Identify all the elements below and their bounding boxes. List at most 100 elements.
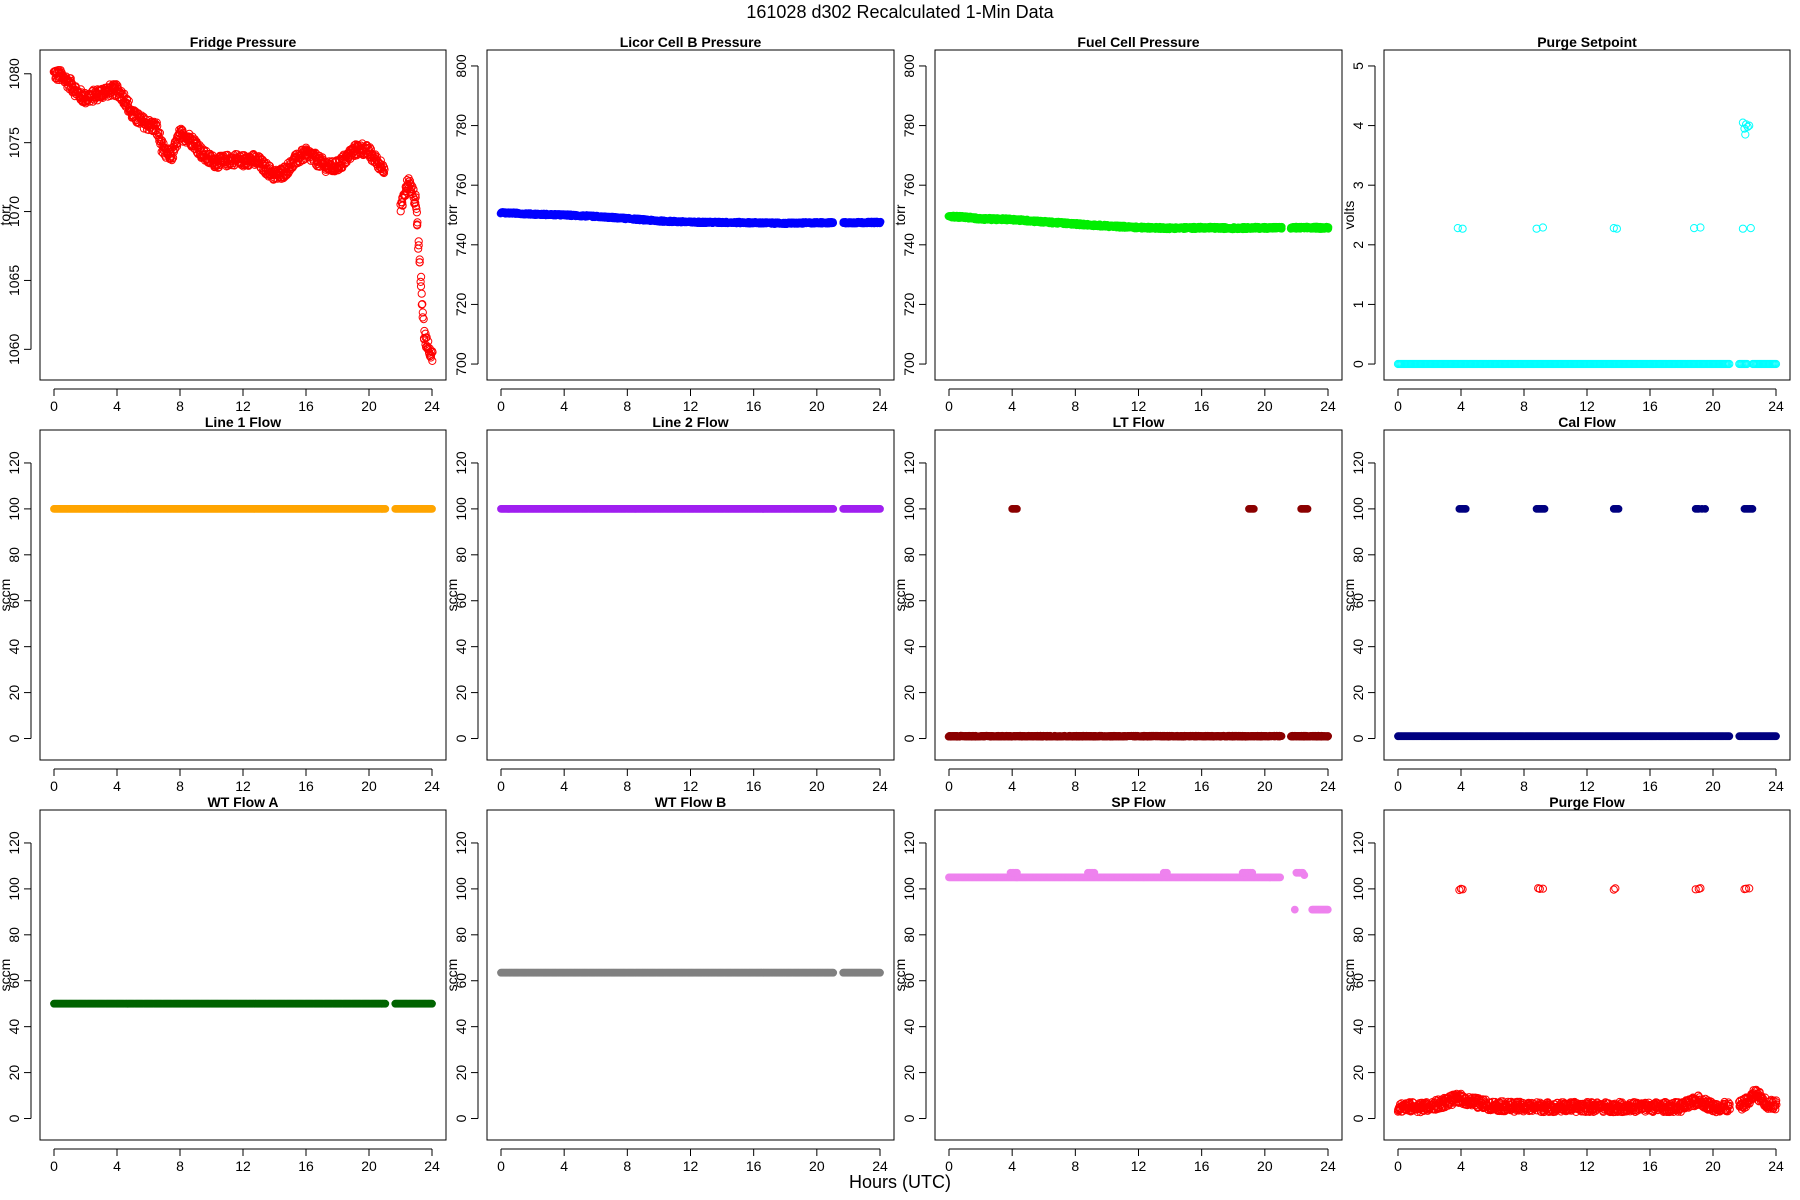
x-tick-label: 16 [1194, 778, 1210, 794]
data-point [414, 244, 423, 253]
y-tick-label: 1075 [6, 127, 22, 158]
data-point [122, 95, 132, 105]
x-axis: 0 4 8 12 16 20 24 [497, 388, 888, 414]
plot-frame [39, 429, 447, 761]
y-tick-label: 3 [1350, 181, 1366, 189]
x-tick-label: 0 [50, 398, 58, 414]
plot-frame [1383, 49, 1791, 381]
data-point [415, 255, 424, 264]
y-tick-label: 740 [901, 233, 917, 257]
data-points [50, 504, 436, 513]
x-tick-label: 16 [746, 778, 762, 794]
y-tick-label: 60 [901, 593, 917, 609]
y-tick-label: 120 [6, 451, 22, 475]
data-point [188, 132, 197, 141]
y-tick-label: 80 [6, 547, 22, 563]
y-tick-label: 780 [901, 114, 917, 138]
data-point [416, 277, 425, 286]
x-tick-label: 0 [1394, 398, 1402, 414]
data-points [944, 504, 1332, 741]
x-tick-label: 12 [1131, 778, 1147, 794]
data-point [411, 202, 420, 211]
x-tick-label: 20 [1257, 398, 1273, 414]
data-point [411, 190, 420, 199]
data-point [1690, 224, 1699, 233]
data-point [1277, 222, 1286, 231]
data-points [944, 211, 1333, 234]
x-tick-label: 4 [560, 778, 568, 794]
page-title: 161028 d302 Recalculated 1-Min Data [746, 2, 1054, 22]
x-tick-label: 16 [1642, 398, 1658, 414]
x-axis: 0 4 8 12 16 20 24 [50, 388, 440, 414]
y-tick-label: 1070 [6, 196, 22, 227]
data-point [412, 204, 421, 213]
data-point [1458, 224, 1467, 233]
x-tick-label: 4 [1457, 398, 1465, 414]
x-tick-label: 16 [746, 398, 762, 414]
x-tick-label: 20 [809, 778, 825, 794]
data-point [411, 198, 420, 207]
data-point [829, 219, 837, 227]
data-point [1771, 359, 1781, 369]
x-axis: 0 4 8 12 16 20 24 [945, 768, 1336, 794]
x-tick-label: 24 [1320, 778, 1336, 794]
data-point [418, 313, 427, 322]
data-point [1609, 224, 1618, 233]
y-tick-label: 720 [453, 293, 469, 317]
data-point [210, 163, 219, 172]
x-tick-label: 12 [683, 778, 699, 794]
data-point [415, 258, 424, 267]
data-point [223, 161, 232, 170]
panel-title: Licor Cell B Pressure [620, 34, 762, 50]
y-tick-label: 80 [901, 547, 917, 563]
y-tick-label: 100 [6, 497, 22, 521]
data-point [418, 300, 427, 309]
data-point [876, 504, 884, 513]
y-axis-title: sccm [0, 579, 13, 612]
data-point [167, 151, 176, 160]
data-point [411, 193, 420, 202]
data-point [876, 219, 884, 228]
panel-title: Purge Setpoint [1537, 34, 1637, 50]
x-tick-label: 12 [235, 398, 251, 414]
data-point [213, 163, 223, 172]
plot-frame [934, 49, 1343, 381]
data-point [381, 504, 390, 513]
y-tick-label: 0 [453, 734, 469, 742]
data-point [428, 504, 436, 513]
y-tick-label: 0 [1350, 360, 1366, 368]
y-tick-label: 120 [901, 451, 917, 475]
y-tick-label: 700 [901, 352, 917, 376]
plot-frame [486, 49, 895, 381]
y-axis-title: torr [444, 204, 460, 225]
y-tick-label: 1080 [6, 58, 22, 89]
data-point [428, 348, 437, 357]
y-tick-label: 5 [1350, 62, 1366, 70]
panel-title: Line 1 Flow [205, 414, 281, 430]
plot-frame [934, 429, 1343, 761]
data-point [409, 185, 418, 194]
x-axis: 0 4 8 12 16 20 24 [945, 388, 1336, 414]
x-tick-label: 24 [424, 398, 440, 414]
plot-frame [39, 49, 447, 381]
x-tick-label: 0 [50, 778, 58, 794]
x-axis: 0 4 8 12 16 20 24 [1394, 388, 1784, 414]
y-axis-title: torr [892, 204, 908, 225]
y-axis-title: sccm [444, 579, 460, 612]
y-tick-label: 1065 [6, 265, 22, 296]
data-point [829, 504, 838, 513]
x-tick-label: 0 [497, 778, 505, 794]
data-point [420, 335, 429, 344]
data-point [178, 126, 187, 135]
data-point [152, 120, 161, 129]
data-point [417, 272, 426, 281]
x-tick-label: 12 [1131, 398, 1147, 414]
x-tick-label: 24 [872, 398, 888, 414]
